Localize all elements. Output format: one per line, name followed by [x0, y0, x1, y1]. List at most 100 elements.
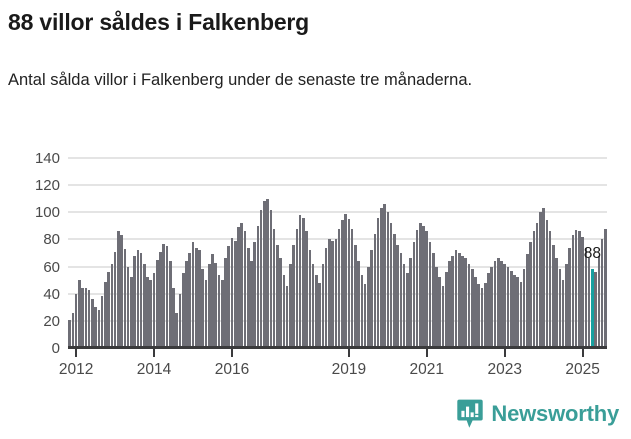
bar	[341, 220, 344, 348]
chart-plot-wrapper: 0 20 40 60 80 100 120 140 2012 2014 2016 2019 2021 2…	[0, 145, 631, 390]
bar	[380, 208, 383, 348]
bar	[542, 208, 545, 348]
newsworthy-logo: Newsworthy	[457, 399, 619, 429]
bar	[84, 288, 88, 348]
bar	[233, 240, 237, 348]
bar	[94, 307, 97, 348]
bar	[526, 254, 529, 348]
bar	[354, 244, 357, 348]
bar	[574, 229, 578, 348]
bar	[441, 285, 445, 348]
bar	[522, 269, 526, 348]
bar	[435, 266, 438, 348]
bar	[279, 258, 282, 348]
bar	[334, 239, 338, 348]
bar	[168, 261, 172, 348]
bar	[311, 263, 315, 348]
bar	[328, 239, 331, 348]
bar	[181, 273, 185, 348]
bar	[600, 239, 604, 348]
bar	[438, 277, 442, 348]
bar	[464, 258, 468, 348]
bar	[535, 223, 539, 348]
bar	[587, 258, 591, 348]
y-axis-tick-label: 140	[34, 150, 60, 167]
bar	[444, 272, 448, 348]
chart-subtitle: Antal sålda villor i Falkenberg under de…	[8, 71, 473, 89]
page-title: 88 villor såldes i Falkenberg	[8, 9, 310, 35]
bar	[272, 228, 276, 348]
bar	[467, 263, 471, 348]
y-axis-tick-label: 80	[43, 231, 60, 249]
bar	[126, 266, 130, 348]
bar	[360, 274, 364, 348]
bar	[162, 243, 166, 348]
bar	[110, 263, 114, 348]
y-axis-tick-label: 0	[51, 340, 60, 357]
y-axis-tick-label: 20	[43, 312, 60, 330]
bar	[104, 281, 107, 348]
bar	[396, 244, 399, 348]
bar	[120, 235, 123, 348]
bar	[172, 288, 175, 348]
x-axis-tick-label: 2016	[214, 361, 250, 378]
bar	[496, 258, 500, 348]
bar	[117, 231, 120, 348]
bar	[159, 251, 162, 348]
bar	[207, 263, 211, 348]
gridline	[68, 211, 607, 214]
bar	[344, 213, 347, 348]
bar	[470, 269, 474, 348]
bar	[139, 253, 143, 348]
bar	[474, 277, 477, 348]
bar	[250, 261, 253, 348]
bar	[457, 253, 461, 348]
x-axis-tick-mark	[581, 349, 584, 357]
bar	[373, 234, 377, 348]
gridline	[68, 319, 607, 322]
x-axis-tick-label: 2012	[58, 361, 94, 378]
bar	[136, 250, 140, 348]
bar	[389, 223, 393, 348]
bar	[289, 263, 292, 348]
bar	[211, 254, 214, 348]
y-axis-tick-label: 40	[43, 285, 60, 303]
bar	[568, 247, 571, 348]
bar	[227, 246, 231, 348]
bar	[454, 250, 458, 348]
highlight-value-label: 88	[583, 245, 601, 263]
bar	[201, 269, 205, 348]
gridline	[68, 157, 607, 159]
bar	[357, 261, 360, 348]
bar	[123, 248, 127, 348]
bar	[68, 319, 71, 348]
bar	[305, 231, 308, 348]
bar	[185, 261, 188, 348]
bar	[555, 258, 558, 348]
bar	[363, 284, 367, 348]
bar	[292, 244, 295, 348]
plot-area	[68, 157, 607, 348]
gridline	[68, 238, 607, 241]
bar	[350, 228, 354, 348]
newsworthy-wordmark: Newsworthy	[491, 401, 619, 426]
bar	[483, 282, 487, 348]
bar	[399, 253, 403, 348]
bar	[276, 244, 279, 348]
bar	[500, 261, 503, 348]
bar	[298, 215, 302, 348]
bar	[402, 263, 406, 348]
bar	[81, 288, 84, 348]
y-axis: 0 20 40 60 80 100 120 140	[0, 151, 60, 356]
bar	[513, 274, 516, 348]
bar	[422, 225, 425, 348]
bar	[321, 263, 325, 348]
bar-chart-speech-bubble-icon	[457, 399, 484, 429]
bar	[237, 227, 240, 348]
bar	[263, 201, 266, 348]
bar	[604, 228, 607, 348]
x-axis-tick-mark	[425, 349, 428, 357]
bar	[266, 198, 269, 348]
bar	[415, 229, 419, 348]
bar	[230, 238, 234, 348]
